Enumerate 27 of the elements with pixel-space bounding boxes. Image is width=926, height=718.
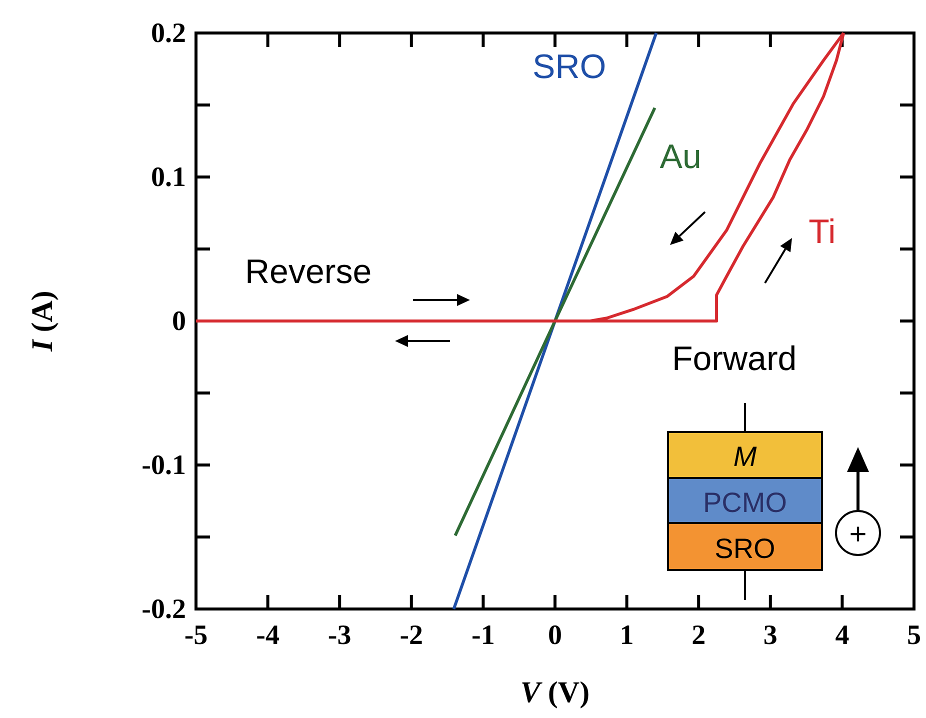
annotation: PCMO: [703, 487, 787, 518]
x-tick-label: 4: [835, 620, 850, 651]
x-tick-label: 0: [548, 620, 562, 651]
y-tick-label: -0.1: [142, 450, 186, 481]
x-tick-label: -5: [184, 620, 208, 651]
x-axis-title: V (V): [520, 676, 590, 709]
x-tick-label: -1: [472, 620, 495, 651]
annotation: Reverse: [245, 253, 372, 291]
annotation: +: [849, 518, 867, 551]
x-tick-label: 1: [620, 620, 634, 651]
series-label: Au: [660, 138, 702, 176]
x-tick-label: -4: [256, 620, 280, 651]
annotation: M: [733, 441, 758, 472]
annotation: Forward: [672, 340, 797, 378]
x-tick-label: 5: [907, 620, 921, 651]
y-tick-label: 0.1: [151, 162, 186, 193]
x-tick-label: 3: [763, 620, 778, 651]
x-tick-label: 2: [692, 620, 706, 651]
series-label: SRO: [532, 48, 606, 86]
annotation: SRO: [714, 533, 776, 564]
x-tick-label: -2: [400, 620, 424, 651]
y-tick-label: 0.2: [151, 18, 186, 49]
series-label: Ti: [808, 213, 836, 251]
y-tick-label: 0: [172, 306, 186, 337]
y-axis-title: I (A): [26, 290, 59, 352]
y-tick-label: -0.2: [142, 594, 186, 625]
x-tick-label: -3: [328, 620, 352, 651]
